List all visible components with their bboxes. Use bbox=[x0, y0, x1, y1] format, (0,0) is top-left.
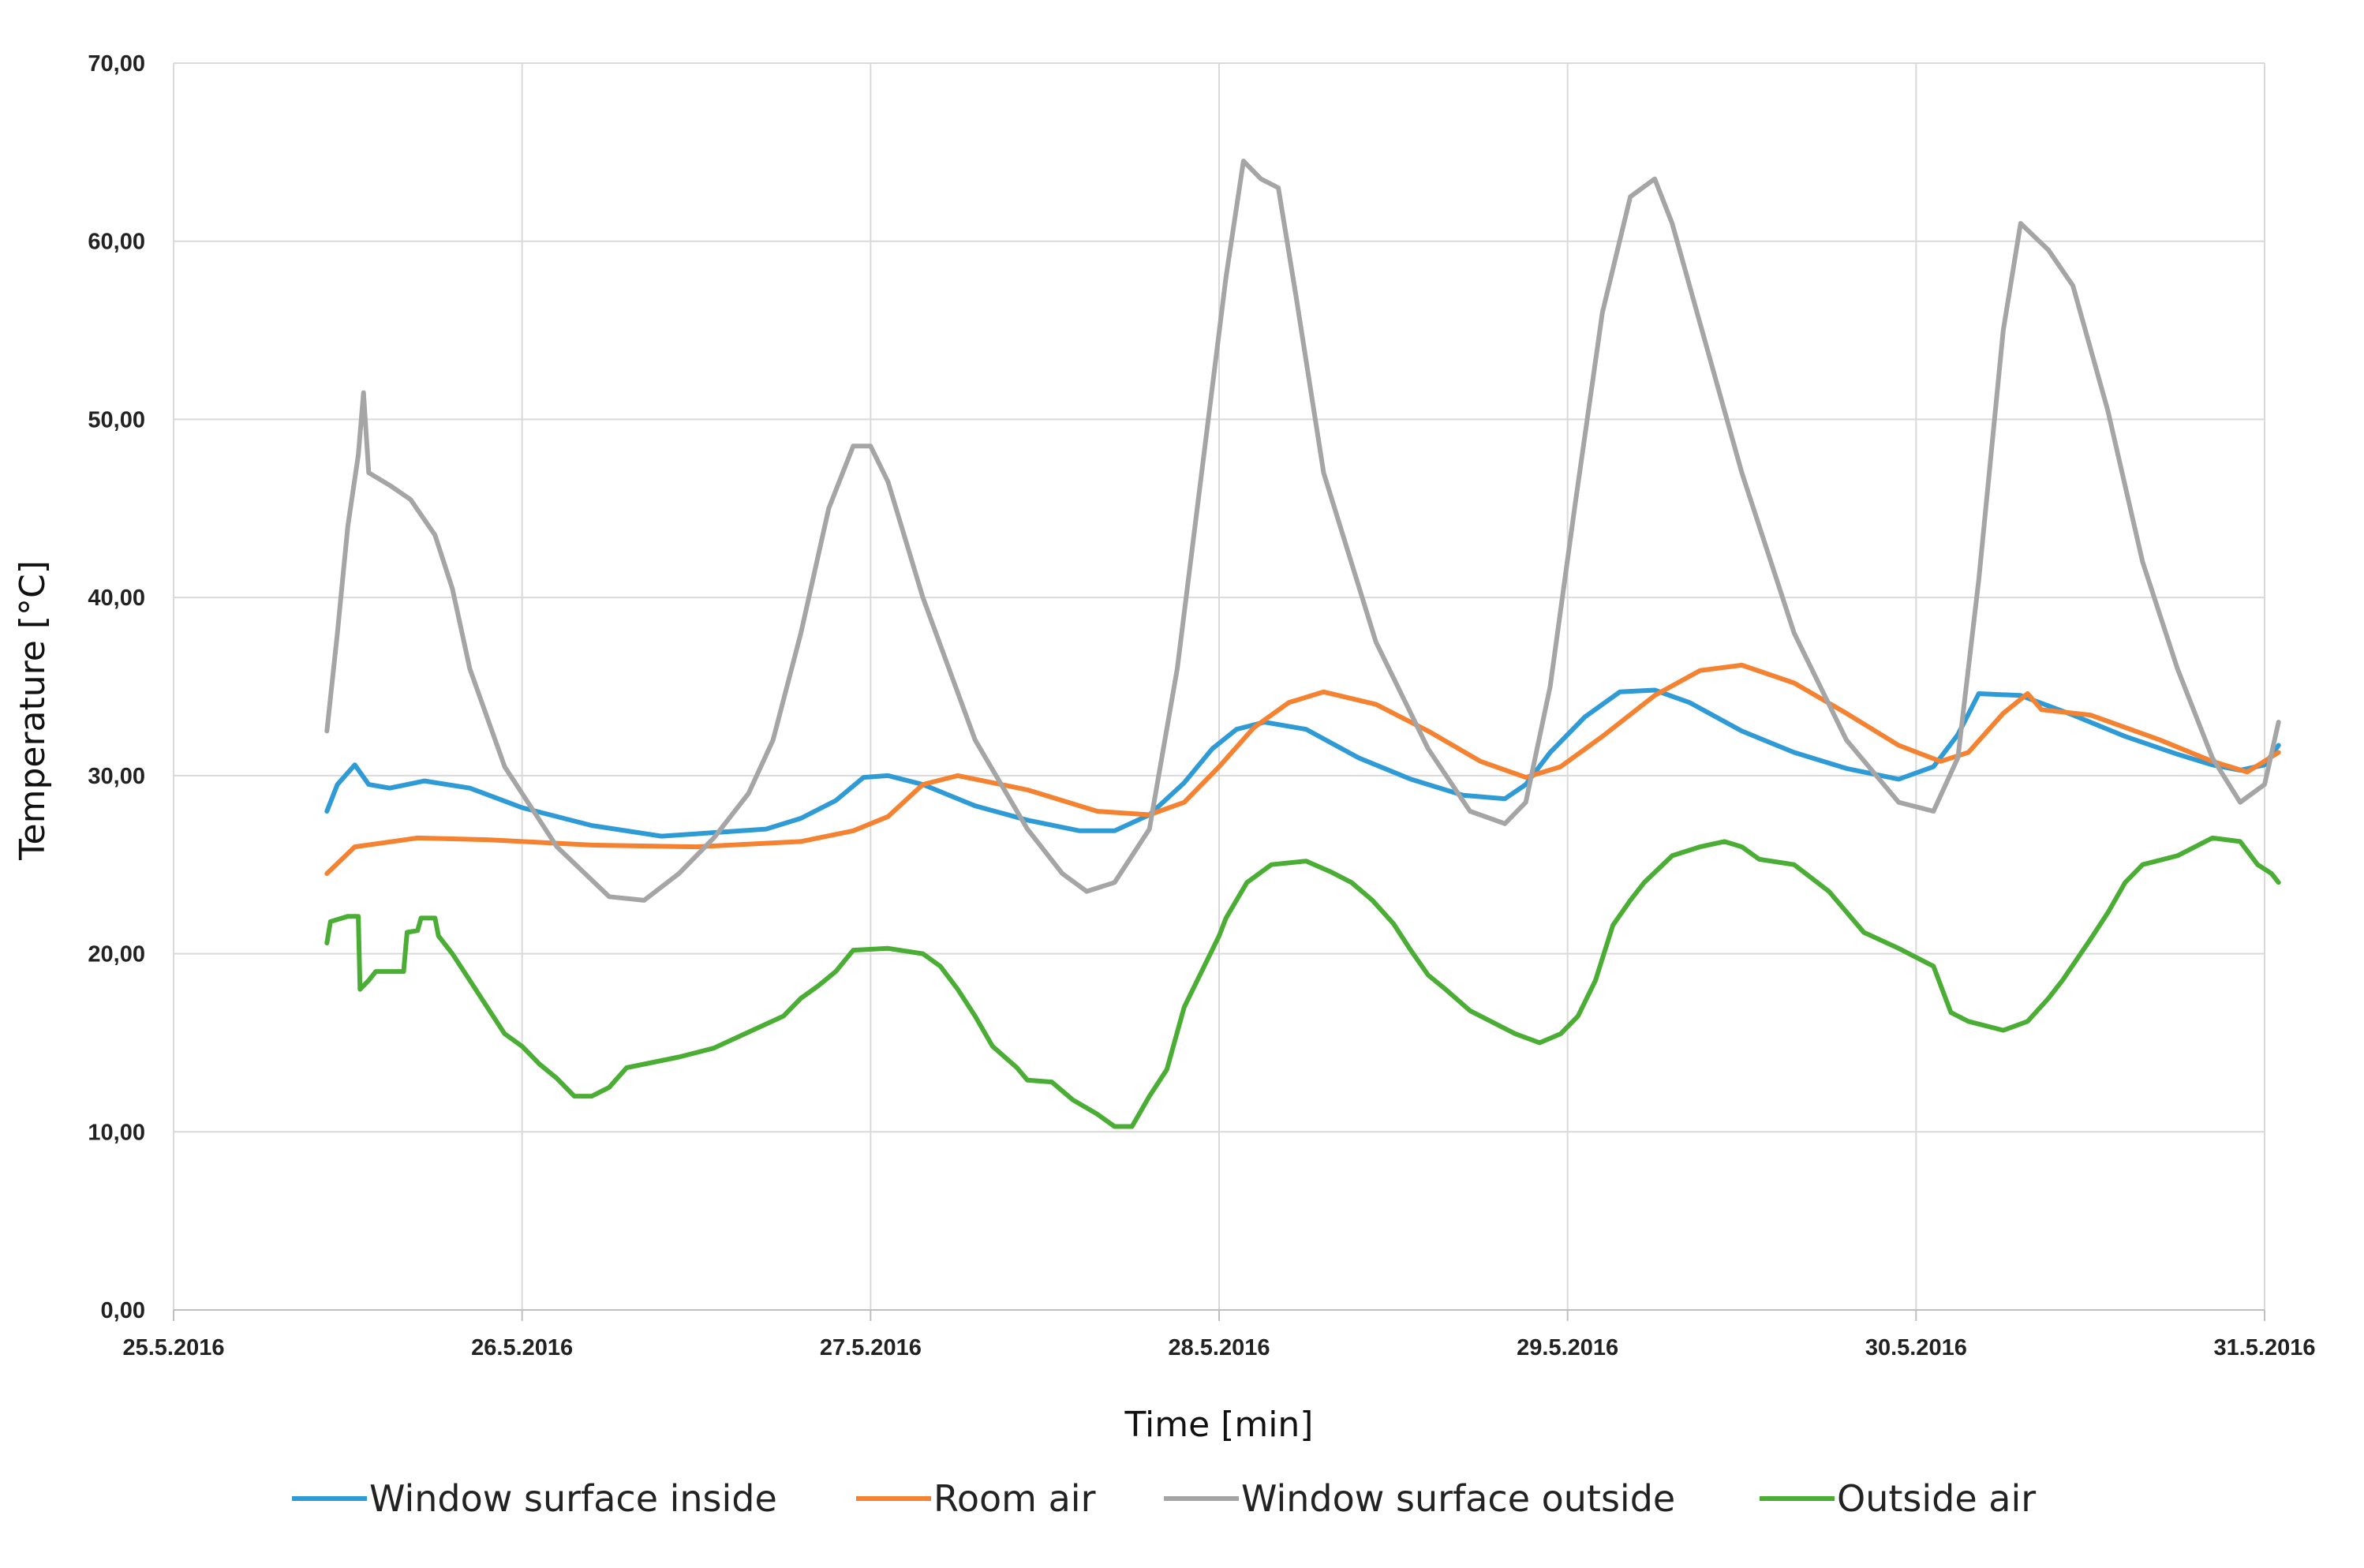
series-line-window-surface-inside bbox=[324, 687, 2281, 839]
x-tick-label: 30.5.2016 bbox=[1865, 1335, 1967, 1360]
legend-label-window-surface-inside: Window surface inside bbox=[369, 1477, 777, 1520]
series-line-room-air bbox=[324, 662, 2281, 876]
gridlines bbox=[173, 62, 2265, 1310]
x-tick-label: 31.5.2016 bbox=[2213, 1335, 2315, 1360]
x-axis-title: Time [min] bbox=[1124, 1405, 1314, 1445]
series-line-window-surface-outside bbox=[324, 159, 2281, 903]
y-tick-label: 20,00 bbox=[88, 942, 145, 967]
legend-label-window-surface-outside: Window surface outside bbox=[1241, 1477, 1675, 1520]
y-tick-label: 40,00 bbox=[88, 586, 145, 611]
x-axis-ticks: 25.5.2016 26.5.2016 27.5.2016 28.5.2016 29.5… bbox=[122, 1310, 2316, 1360]
y-tick-label: 50,00 bbox=[88, 407, 145, 432]
y-tick-label: 60,00 bbox=[88, 230, 145, 255]
x-tick-label: 25.5.2016 bbox=[122, 1335, 224, 1360]
legend: Window surface inside Room air Window surf… bbox=[292, 1477, 2036, 1520]
x-tick-label: 26.5.2016 bbox=[471, 1335, 573, 1360]
y-tick-label: 0,00 bbox=[101, 1298, 145, 1323]
y-tick-label: 70,00 bbox=[88, 51, 145, 77]
x-tick-label: 27.5.2016 bbox=[820, 1335, 922, 1360]
y-tick-label: 10,00 bbox=[88, 1120, 145, 1145]
y-tick-label: 30,00 bbox=[88, 764, 145, 789]
y-axis-title: Temperature [°C] bbox=[13, 560, 53, 861]
series-line-outside-air bbox=[324, 835, 2281, 1129]
series-layer bbox=[324, 159, 2281, 1129]
y-axis-ticks: 0,00 10,00 20,00 30,00 40,00 50,00 60,00 70,00 bbox=[88, 51, 145, 1323]
legend-label-room-air: Room air bbox=[933, 1477, 1096, 1520]
x-tick-label: 28.5.2016 bbox=[1168, 1335, 1270, 1360]
legend-label-outside-air: Outside air bbox=[1837, 1477, 2036, 1520]
x-tick-label: 29.5.2016 bbox=[1517, 1335, 1618, 1360]
